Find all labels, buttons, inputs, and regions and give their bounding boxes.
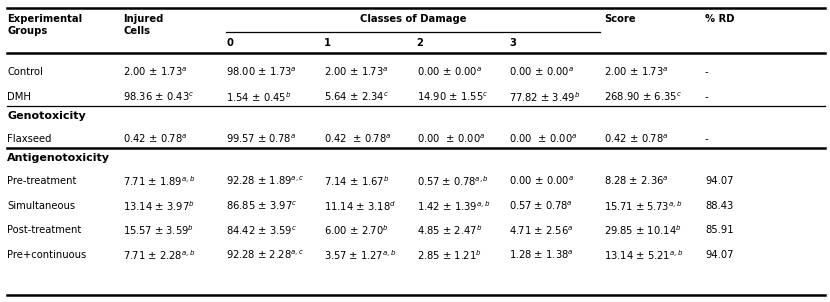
Text: 7.14 ± 1.67$^{b}$: 7.14 ± 1.67$^{b}$ (324, 174, 389, 188)
Text: 4.85 ± 2.47$^{b}$: 4.85 ± 2.47$^{b}$ (417, 223, 482, 237)
Text: 1.54 ± 0.45$^{b}$: 1.54 ± 0.45$^{b}$ (226, 90, 291, 104)
Text: Injured: Injured (124, 14, 164, 24)
Text: -: - (705, 134, 709, 144)
Text: 98.36 ± 0.43$^{c}$: 98.36 ± 0.43$^{c}$ (124, 91, 195, 103)
Text: Control: Control (7, 67, 43, 77)
Text: 94.07: 94.07 (705, 176, 734, 186)
Text: 8.28 ± 2.36$^{a}$: 8.28 ± 2.36$^{a}$ (604, 175, 669, 187)
Text: 1.28 ± 1.38$^{a}$: 1.28 ± 1.38$^{a}$ (510, 249, 574, 261)
Text: 92.28 ± 2.28$^{a,c}$: 92.28 ± 2.28$^{a,c}$ (226, 249, 305, 261)
Text: 0.00 ± 0.00$^{a}$: 0.00 ± 0.00$^{a}$ (510, 175, 574, 187)
Text: 268.90 ± 6.35$^{c}$: 268.90 ± 6.35$^{c}$ (604, 91, 681, 103)
Text: 77.82 ± 3.49$^{b}$: 77.82 ± 3.49$^{b}$ (510, 90, 581, 104)
Text: Classes of Damage: Classes of Damage (359, 14, 466, 24)
Text: 14.90 ± 1.55$^{c}$: 14.90 ± 1.55$^{c}$ (417, 91, 488, 103)
Text: 29.85 ± 10.14$^{b}$: 29.85 ± 10.14$^{b}$ (604, 223, 681, 237)
Text: 3.57 ± 1.27$^{a,b}$: 3.57 ± 1.27$^{a,b}$ (324, 248, 396, 262)
Text: Post-treatment: Post-treatment (7, 225, 81, 235)
Text: 2.00 ± 1.73$^{a}$: 2.00 ± 1.73$^{a}$ (124, 66, 188, 79)
Text: Flaxseed: Flaxseed (7, 134, 51, 144)
Text: 2.00 ± 1.73$^{a}$: 2.00 ± 1.73$^{a}$ (604, 66, 668, 79)
Text: 2: 2 (417, 38, 423, 48)
Text: Score: Score (604, 14, 636, 24)
Text: 0.00 ± 0.00$^{a}$: 0.00 ± 0.00$^{a}$ (417, 66, 482, 79)
Text: 0.57 ± 0.78$^{a,b}$: 0.57 ± 0.78$^{a,b}$ (417, 174, 489, 188)
Text: -: - (705, 92, 709, 102)
Text: 13.14 ± 5.21$^{a, b}$: 13.14 ± 5.21$^{a, b}$ (604, 248, 683, 262)
Text: 92.28 ± 1.89$^{a,c}$: 92.28 ± 1.89$^{a,c}$ (226, 175, 305, 187)
Text: 0.00  ± 0.00$^{a}$: 0.00 ± 0.00$^{a}$ (510, 133, 578, 145)
Text: 1: 1 (324, 38, 331, 48)
Text: % RD: % RD (705, 14, 735, 24)
Text: 6.00 ± 2.70$^{b}$: 6.00 ± 2.70$^{b}$ (324, 223, 388, 237)
Text: 86.85 ± 3.97$^{c}$: 86.85 ± 3.97$^{c}$ (226, 200, 297, 212)
Text: 94.07: 94.07 (705, 250, 734, 260)
Text: 11.14 ± 3.18$^{d}$: 11.14 ± 3.18$^{d}$ (324, 199, 396, 213)
Text: 88.43: 88.43 (705, 201, 733, 211)
Text: 15.57 ± 3.59$^{b}$: 15.57 ± 3.59$^{b}$ (124, 223, 194, 237)
Text: 7.71 ± 1.89$^{a,b}$: 7.71 ± 1.89$^{a,b}$ (124, 174, 196, 188)
Text: 2.85 ± 1.21$^{b}$: 2.85 ± 1.21$^{b}$ (417, 248, 481, 262)
Text: 84.42 ± 3.59$^{c}$: 84.42 ± 3.59$^{c}$ (226, 224, 297, 236)
Text: 0.00  ± 0.00$^{a}$: 0.00 ± 0.00$^{a}$ (417, 133, 485, 145)
Text: 98.00 ± 1.73$^{a}$: 98.00 ± 1.73$^{a}$ (226, 66, 297, 79)
Text: Pre+continuous: Pre+continuous (7, 250, 86, 260)
Text: 85.91: 85.91 (705, 225, 734, 235)
Text: DMH: DMH (7, 92, 32, 102)
Text: 0.42 ± 0.78$^{a}$: 0.42 ± 0.78$^{a}$ (124, 133, 188, 145)
Text: Genotoxicity: Genotoxicity (7, 111, 86, 121)
Text: Cells: Cells (124, 26, 150, 36)
Text: Pre-treatment: Pre-treatment (7, 176, 76, 186)
Text: 0.42 ± 0.78$^{a}$: 0.42 ± 0.78$^{a}$ (604, 133, 668, 145)
Text: 13.14 ± 3.97$^{b}$: 13.14 ± 3.97$^{b}$ (124, 199, 195, 213)
Text: Antigenotoxicity: Antigenotoxicity (7, 153, 110, 163)
Text: 1.42 ± 1.39$^{a,b}$: 1.42 ± 1.39$^{a,b}$ (417, 199, 490, 213)
Text: 15.71 ± 5.73$^{a, b}$: 15.71 ± 5.73$^{a, b}$ (604, 199, 682, 213)
Text: -: - (705, 67, 709, 77)
Text: 0.42  ± 0.78$^{a}$: 0.42 ± 0.78$^{a}$ (324, 133, 392, 145)
Text: 3: 3 (510, 38, 516, 48)
Text: 0.57 ± 0.78$^{a}$: 0.57 ± 0.78$^{a}$ (510, 200, 574, 212)
Text: 4.71 ± 2.56$^{a}$: 4.71 ± 2.56$^{a}$ (510, 224, 574, 236)
Text: 7.71 ± 2.28$^{a,b}$: 7.71 ± 2.28$^{a,b}$ (124, 248, 195, 262)
Text: 2.00 ± 1.73$^{a}$: 2.00 ± 1.73$^{a}$ (324, 66, 388, 79)
Text: Simultaneous: Simultaneous (7, 201, 76, 211)
Text: Experimental: Experimental (7, 14, 82, 24)
Text: Groups: Groups (7, 26, 47, 36)
Text: 0.00 ± 0.00$^{a}$: 0.00 ± 0.00$^{a}$ (510, 66, 574, 79)
Text: 0: 0 (226, 38, 233, 48)
Text: 99.57 ± 0.78$^{a}$: 99.57 ± 0.78$^{a}$ (226, 133, 296, 145)
Text: 5.64 ± 2.34$^{c}$: 5.64 ± 2.34$^{c}$ (324, 91, 389, 103)
